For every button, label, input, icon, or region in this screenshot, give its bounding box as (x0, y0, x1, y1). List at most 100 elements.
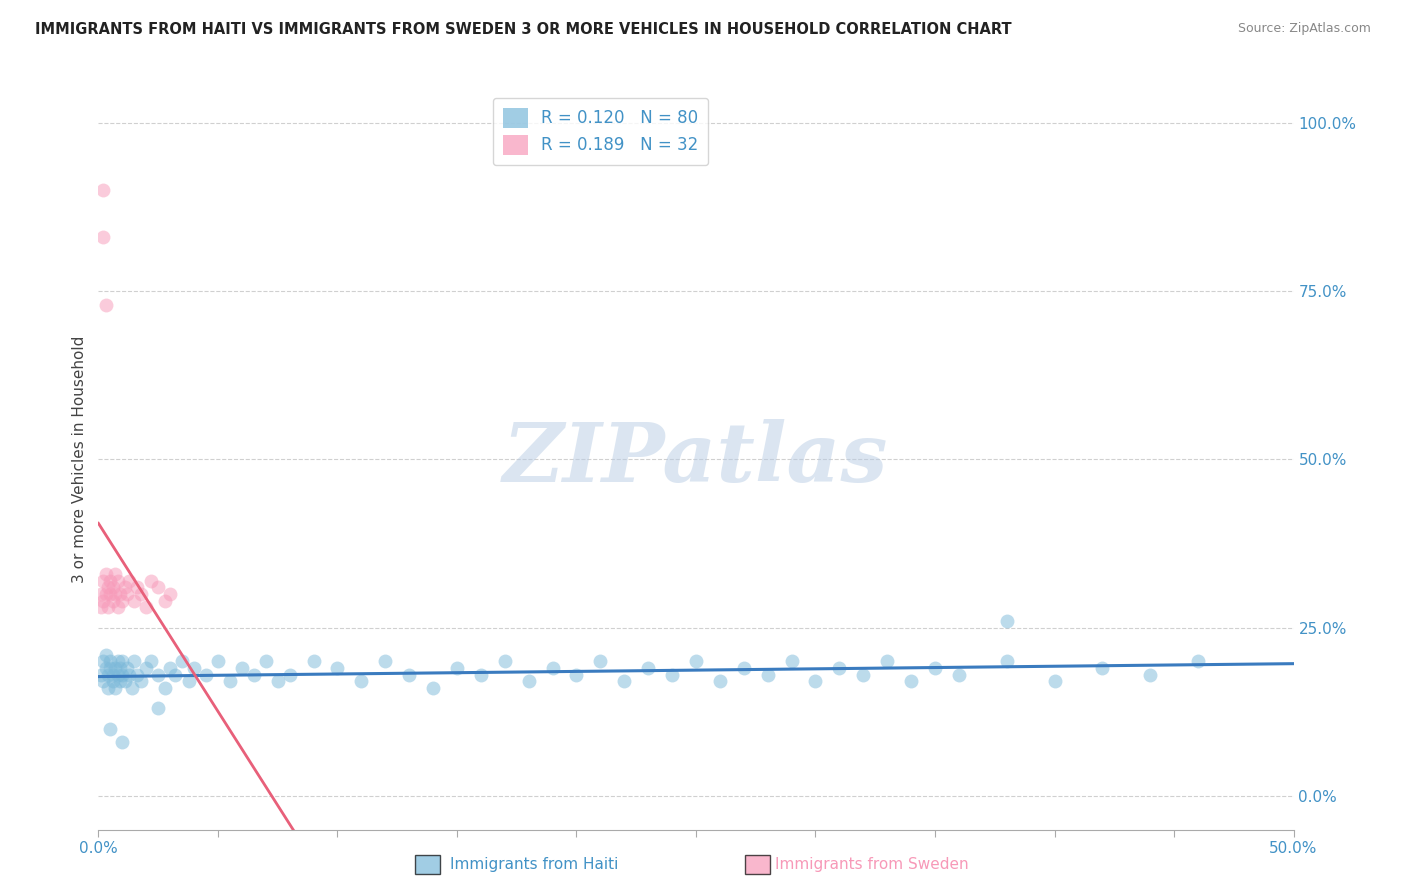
Point (107, 574, 129, 588)
Point (98, 654, 122, 668)
Point (159, 587, 181, 601)
Point (91, 574, 114, 588)
Point (995, 614, 1018, 628)
Point (1091, 661, 1114, 675)
Point (709, 674, 731, 689)
Point (179, 674, 201, 689)
Point (108, 587, 131, 601)
Point (422, 681, 444, 696)
Point (90, 587, 112, 601)
Point (326, 661, 349, 675)
Point (91, 674, 114, 689)
Point (219, 674, 242, 689)
Point (278, 667, 301, 681)
Point (470, 667, 492, 681)
Point (828, 661, 851, 675)
Point (115, 661, 138, 675)
Point (124, 593, 146, 607)
Point (207, 654, 229, 668)
Point (172, 654, 194, 668)
Point (94, 566, 117, 581)
Point (98, 574, 122, 588)
Point (91, 230, 114, 244)
Point (108, 661, 131, 675)
Point (97, 600, 120, 615)
Point (163, 667, 186, 681)
Point (267, 674, 290, 689)
Point (111, 667, 134, 681)
Point (780, 654, 803, 668)
Point (900, 674, 922, 689)
Point (101, 580, 124, 594)
Point (101, 674, 124, 689)
Point (135, 600, 157, 615)
Point (541, 661, 564, 675)
Point (876, 654, 898, 668)
Point (398, 667, 420, 681)
Point (302, 654, 325, 668)
Point (90, 667, 112, 681)
Text: Immigrants from Haiti: Immigrants from Haiti (450, 857, 619, 872)
Point (1043, 674, 1066, 689)
Point (374, 654, 396, 668)
Text: Source: ZipAtlas.com: Source: ZipAtlas.com (1237, 22, 1371, 36)
Point (107, 667, 129, 681)
Point (159, 661, 181, 675)
Point (183, 661, 205, 675)
Point (118, 667, 141, 681)
Point (1187, 654, 1209, 668)
Point (148, 701, 170, 715)
Point (852, 667, 875, 681)
Point (91, 593, 114, 607)
Point (94, 587, 117, 601)
Point (995, 654, 1018, 668)
Point (104, 566, 127, 581)
Point (804, 674, 827, 689)
Point (148, 580, 170, 594)
Point (94, 297, 117, 311)
Point (243, 667, 266, 681)
Point (104, 681, 127, 696)
Point (948, 667, 970, 681)
Point (135, 661, 157, 675)
Point (131, 674, 153, 689)
Point (90, 600, 112, 615)
Point (115, 587, 138, 601)
Point (107, 654, 129, 668)
Point (111, 735, 134, 749)
Point (125, 580, 148, 594)
Point (125, 667, 148, 681)
Point (148, 667, 170, 681)
Point (254, 654, 277, 668)
Point (98, 722, 122, 736)
Point (155, 681, 177, 696)
Point (108, 674, 131, 689)
Point (114, 674, 136, 689)
Point (124, 654, 146, 668)
Point (107, 600, 129, 615)
Point (111, 593, 134, 607)
Point (613, 674, 636, 689)
Point (1139, 667, 1161, 681)
Point (91, 183, 114, 197)
Point (97, 667, 120, 681)
Point (517, 674, 540, 689)
Point (94, 661, 117, 675)
Point (91, 654, 114, 668)
Point (97, 681, 120, 696)
Point (155, 593, 177, 607)
Point (756, 667, 779, 681)
Point (98, 587, 122, 601)
Point (121, 681, 143, 696)
Text: ZIPatlas: ZIPatlas (503, 419, 889, 500)
Point (98, 661, 122, 675)
Point (494, 654, 516, 668)
Point (104, 661, 127, 675)
Point (101, 593, 124, 607)
Text: Immigrants from Sweden: Immigrants from Sweden (775, 857, 969, 872)
Point (589, 654, 612, 668)
Point (111, 654, 134, 668)
Y-axis label: 3 or more Vehicles in Household: 3 or more Vehicles in Household (72, 335, 87, 583)
Point (118, 574, 141, 588)
Point (139, 574, 162, 588)
